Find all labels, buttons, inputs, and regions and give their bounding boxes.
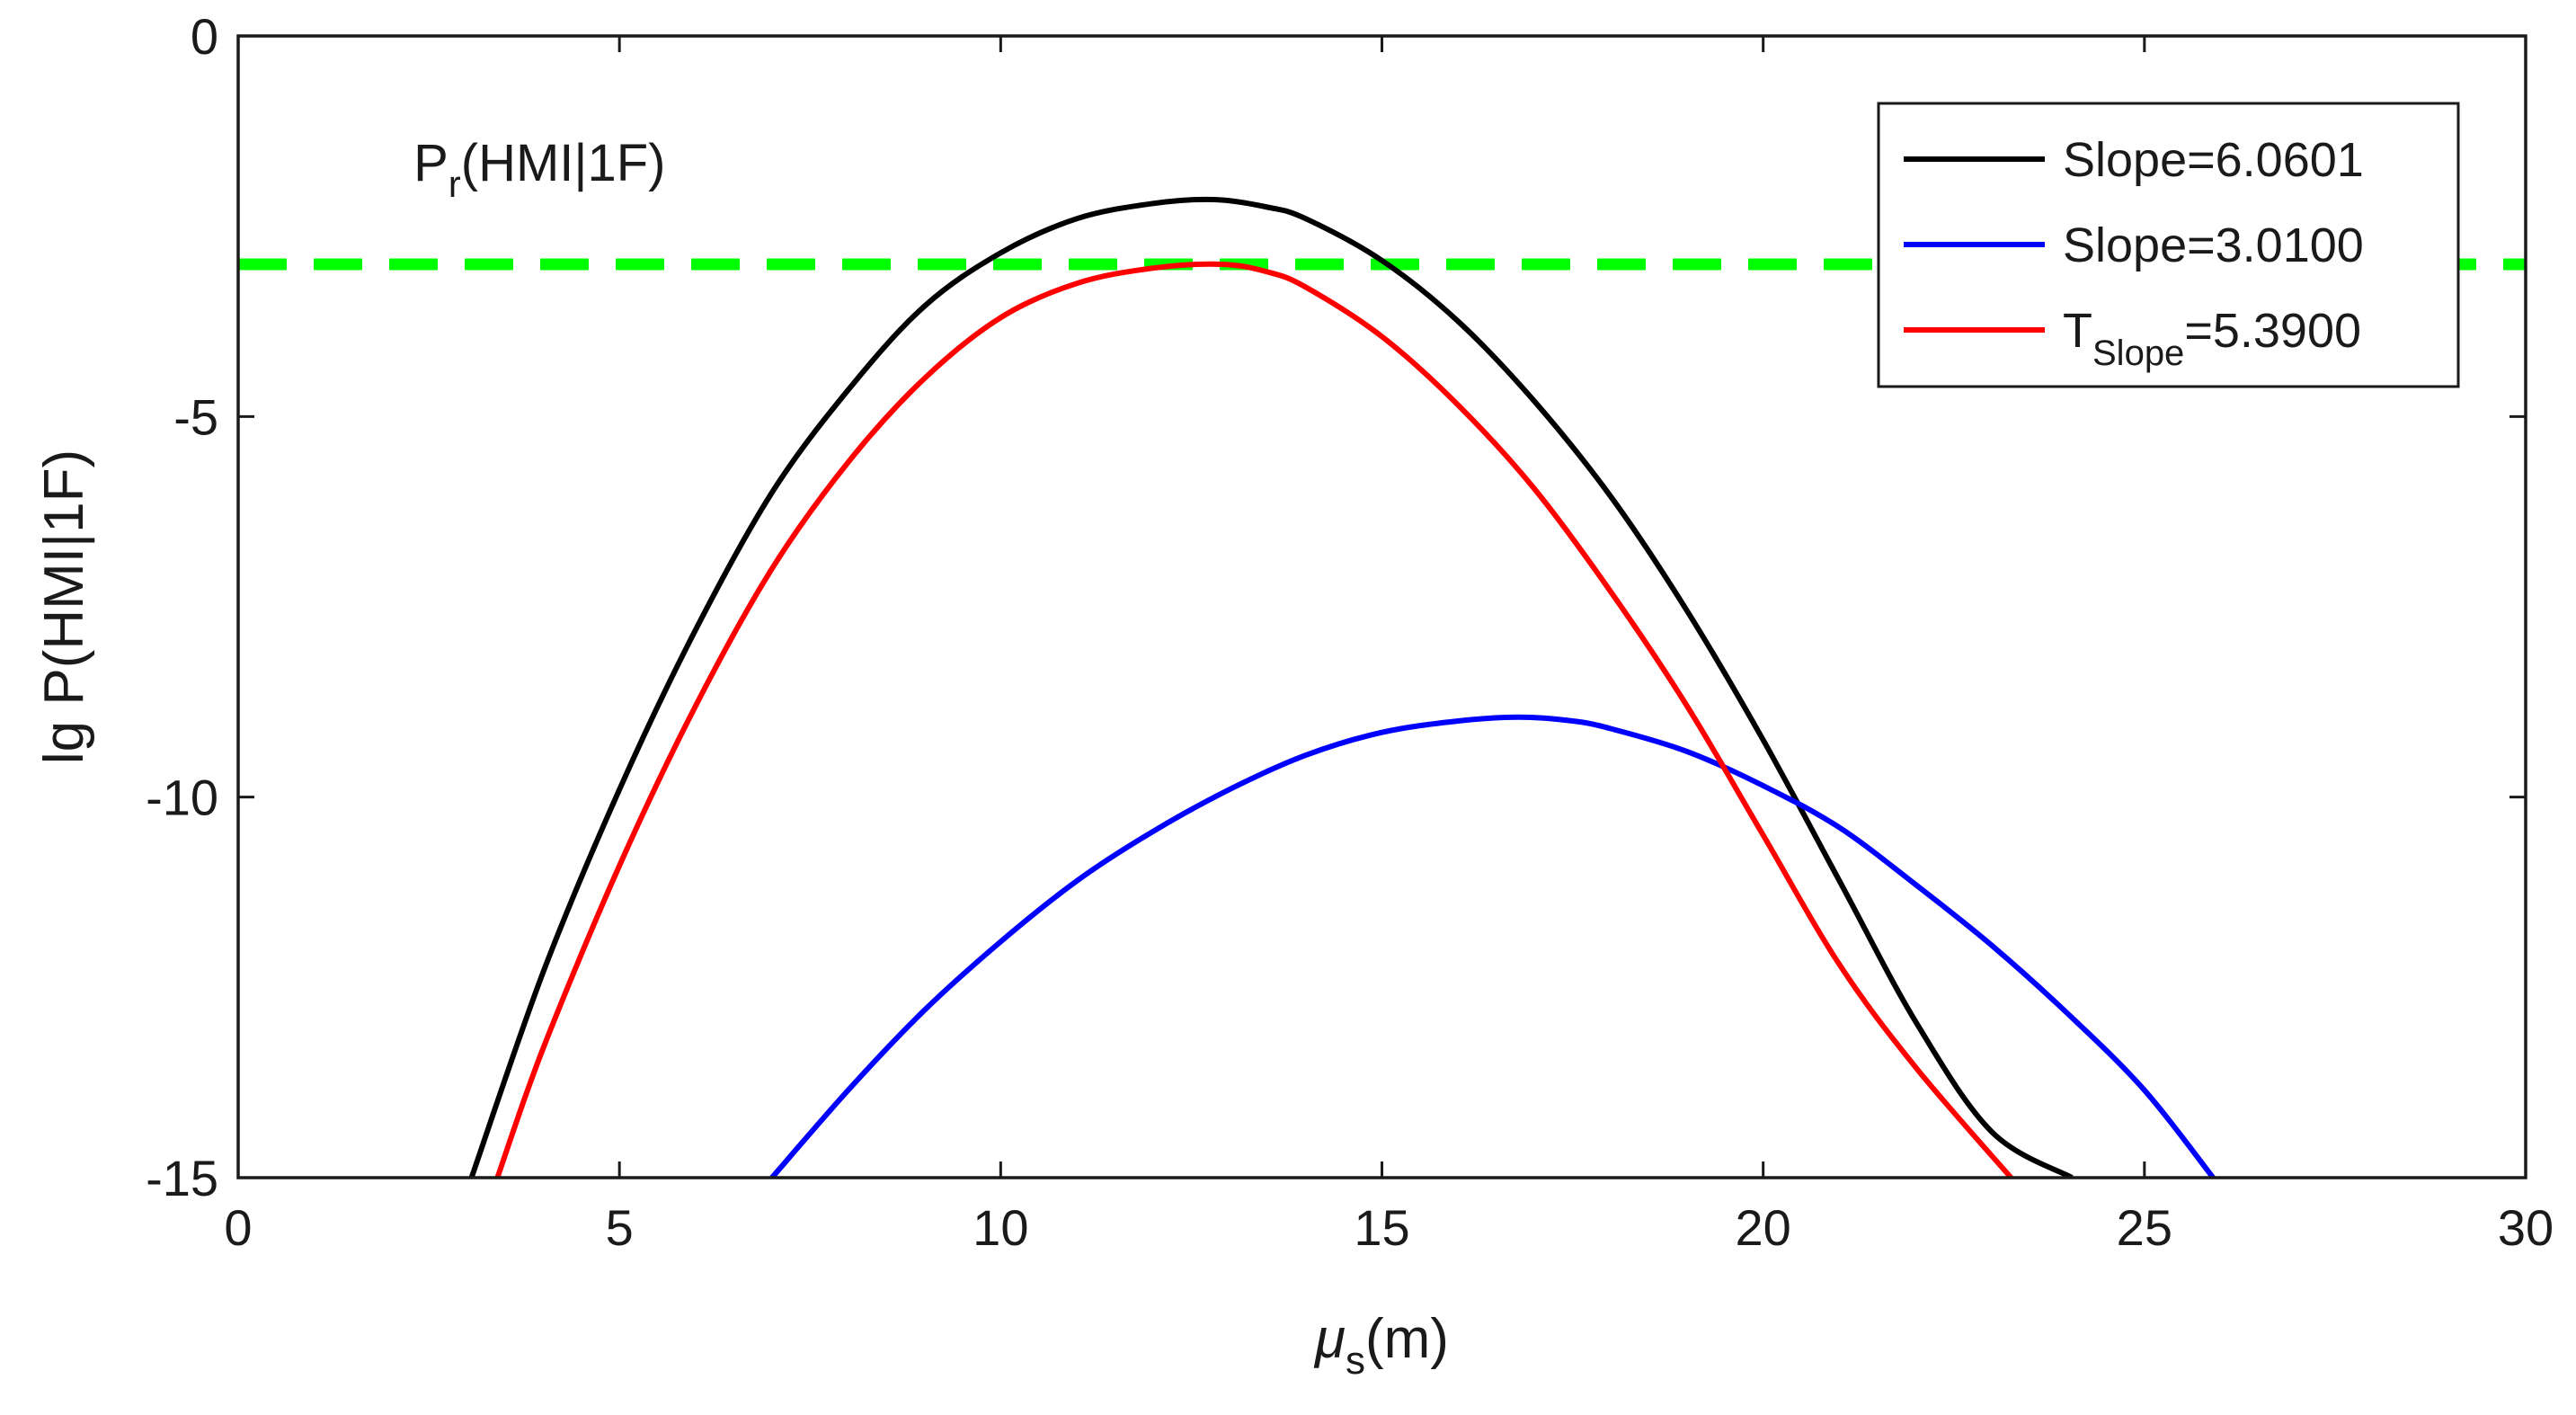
series-line-slope-6-0601: [468, 196, 2074, 1178]
annotation-label: Pr(HMI|1F): [413, 134, 665, 205]
legend-label-slope-6-0601: Slope=6.0601: [2063, 133, 2364, 187]
x-tick-label: 5: [606, 1199, 634, 1256]
y-axis-label: lg P(HMI|1F): [33, 449, 95, 764]
x-axis-label: μs(m): [1313, 1308, 1449, 1383]
x-axis-label-symbol: μ: [1313, 1308, 1346, 1370]
y-tick-label: -15: [146, 1150, 218, 1206]
annotation-layer: Pr(HMI|1F): [413, 134, 665, 205]
x-tick-label: 10: [973, 1199, 1028, 1256]
series-line-slope-3-0100: [769, 714, 2216, 1178]
x-axis-label-subscript: s: [1346, 1339, 1365, 1383]
x-tick-label: 15: [1354, 1199, 1409, 1256]
x-tick-label: 30: [2498, 1199, 2554, 1256]
x-axis-label-unit: (m): [1365, 1308, 1449, 1370]
x-tick-label: 0: [224, 1199, 252, 1256]
y-tick-label: -10: [146, 770, 218, 826]
legend: Slope=6.0601 Slope=3.0100 TSlope=5.3900: [1877, 102, 2460, 388]
legend-label-slope-3-0100: Slope=3.0100: [2063, 218, 2364, 272]
y-tick-label: -5: [173, 388, 218, 445]
y-tick-label: 0: [191, 8, 218, 65]
legend-label-tslope-5-3900: TSlope=5.3900: [2063, 304, 2361, 373]
x-tick-label: 20: [1736, 1199, 1791, 1256]
tick-layer: 0 5 10 15 20 25 30 0 -5 -10 -15: [146, 8, 2554, 1256]
series-line-tslope-5-3900: [494, 261, 2013, 1178]
x-tick-label: 25: [2117, 1199, 2172, 1256]
